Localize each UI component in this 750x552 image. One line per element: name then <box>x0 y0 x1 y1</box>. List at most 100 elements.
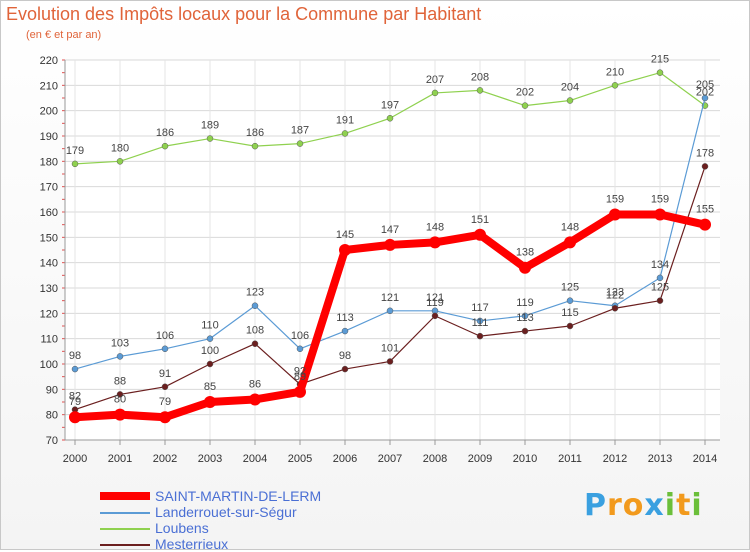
data-label: 179 <box>66 145 84 157</box>
logo-letter: t <box>676 488 692 523</box>
legend-item: Landerrouet-sur-Ségur <box>100 504 400 520</box>
y-tick-label: 140 <box>40 258 58 270</box>
y-tick-label: 220 <box>40 55 58 67</box>
data-label: 145 <box>336 229 354 241</box>
data-label: 123 <box>246 287 264 299</box>
data-label: 155 <box>696 204 714 216</box>
data-label: 119 <box>426 297 444 309</box>
y-tick-label: 120 <box>40 308 58 320</box>
x-tick-label: 2010 <box>513 453 537 465</box>
data-point <box>71 160 79 168</box>
data-label: 202 <box>696 87 714 99</box>
data-label: 134 <box>651 259 669 271</box>
data-point <box>611 305 619 312</box>
data-point <box>116 353 124 360</box>
y-tick-label: 70 <box>46 435 58 447</box>
x-tick-label: 2007 <box>378 453 402 465</box>
data-label: 108 <box>246 325 264 337</box>
data-point <box>521 312 529 320</box>
data-label: 147 <box>381 224 399 236</box>
data-point <box>204 396 216 408</box>
data-point <box>386 115 394 122</box>
logo-letter: i <box>691 488 703 523</box>
x-tick-label: 2003 <box>198 453 222 465</box>
x-tick-label: 2006 <box>333 453 357 465</box>
data-label: 191 <box>336 114 354 126</box>
data-point <box>386 358 394 365</box>
legend-item: SAINT-MARTIN-DE-LERM <box>100 488 400 504</box>
data-point <box>431 89 439 97</box>
data-point <box>116 391 124 398</box>
x-tick-label: 2012 <box>603 453 627 465</box>
data-label: 215 <box>651 54 669 66</box>
data-point <box>296 345 304 353</box>
data-label: 100 <box>201 345 219 357</box>
data-label: 123 <box>606 287 624 299</box>
x-tick-label: 2011 <box>558 453 582 465</box>
data-label: 121 <box>426 292 444 304</box>
x-tick-label: 2005 <box>288 453 312 465</box>
data-point <box>566 297 574 304</box>
chart-title: Evolution des Impôts locaux pour la Comm… <box>6 4 482 24</box>
legend-label: Landerrouet-sur-Ségur <box>155 504 297 520</box>
y-tick-label: 130 <box>40 283 58 295</box>
data-point <box>431 312 439 320</box>
y-tick-label: 110 <box>40 334 58 346</box>
data-point <box>476 332 484 340</box>
data-label: 119 <box>516 297 534 309</box>
data-label: 187 <box>291 125 309 137</box>
data-label: 110 <box>201 320 219 332</box>
data-point <box>341 365 349 373</box>
data-label: 92 <box>294 365 306 377</box>
data-point <box>206 335 214 342</box>
data-label: 85 <box>204 381 216 393</box>
data-point <box>474 228 486 241</box>
data-label: 180 <box>111 142 129 154</box>
data-point <box>251 340 259 347</box>
data-point <box>656 69 664 76</box>
data-label: 113 <box>516 312 534 324</box>
data-point <box>251 142 259 150</box>
y-tick-label: 100 <box>40 359 58 371</box>
data-point <box>161 383 169 391</box>
data-label: 205 <box>696 79 714 91</box>
data-label: 98 <box>69 350 81 362</box>
data-point <box>656 297 664 304</box>
y-tick-label: 190 <box>40 131 58 143</box>
y-tick-label: 150 <box>40 232 58 244</box>
data-point <box>521 102 529 109</box>
data-label: 186 <box>156 127 174 139</box>
data-point <box>341 130 349 137</box>
y-tick-label: 180 <box>40 156 58 168</box>
legend-swatch <box>100 492 150 500</box>
x-tick-label: 2000 <box>63 453 87 465</box>
data-label: 106 <box>291 330 309 342</box>
data-label: 115 <box>561 307 579 319</box>
data-point <box>566 322 574 330</box>
data-point <box>699 218 711 231</box>
x-tick-label: 2001 <box>108 453 132 465</box>
data-point <box>521 327 529 335</box>
data-point <box>519 261 531 274</box>
data-label: 189 <box>201 120 219 132</box>
data-label: 210 <box>606 66 624 78</box>
y-tick-label: 200 <box>40 106 58 118</box>
data-label: 79 <box>159 396 171 408</box>
data-label: 207 <box>426 74 444 86</box>
data-label: 202 <box>516 87 534 99</box>
data-label: 101 <box>381 342 399 354</box>
legend-label: Mesterrieux <box>155 536 229 552</box>
x-tick-label: 2013 <box>648 453 672 465</box>
data-label: 138 <box>516 247 534 259</box>
data-point <box>384 238 396 251</box>
data-point <box>296 140 304 147</box>
data-point <box>476 87 484 94</box>
legend-swatch <box>100 528 150 530</box>
data-point <box>206 360 214 368</box>
legend-label: Loubens <box>155 520 209 536</box>
data-point <box>656 274 664 282</box>
data-point <box>339 244 351 256</box>
y-tick-label: 80 <box>46 410 58 422</box>
data-label: 148 <box>426 221 444 233</box>
data-point <box>206 135 214 142</box>
